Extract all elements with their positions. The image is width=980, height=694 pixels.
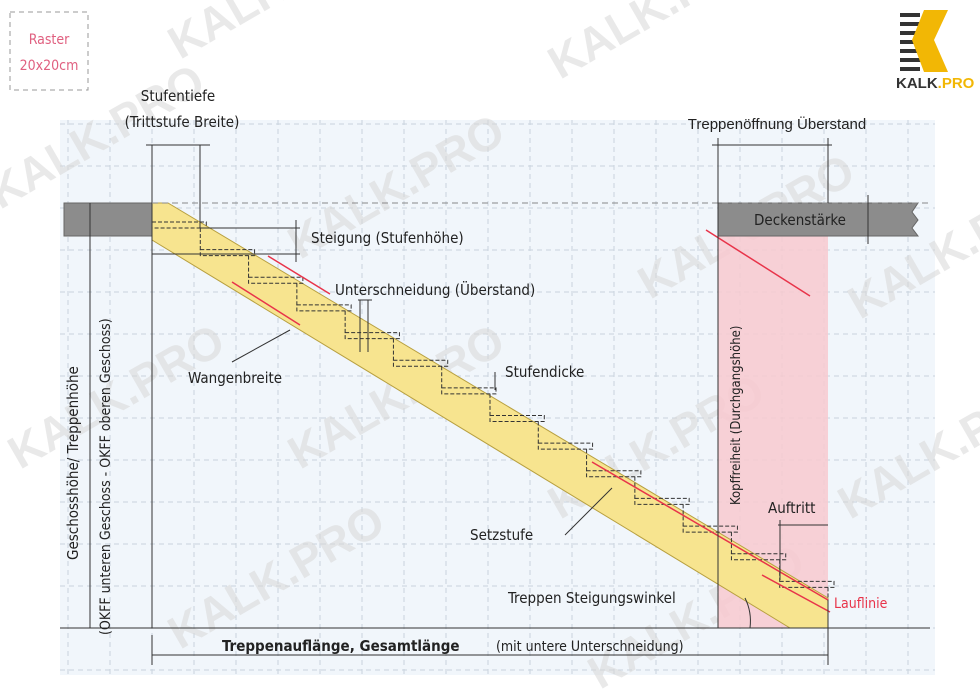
label-kopffreiheit: Kopffreiheit (Durchgangshöhe) [729, 326, 744, 505]
raster-size: 20x20cm [20, 58, 79, 74]
tread [634, 497, 690, 505]
tread [248, 276, 304, 284]
raster-box [9, 11, 89, 91]
watermark-text: KALK.PRO [539, 0, 773, 89]
red-lines [231, 229, 831, 613]
tread [199, 249, 256, 257]
tread [344, 332, 400, 340]
label-wangenbreite: Wangenbreite [188, 369, 282, 387]
tread [296, 304, 352, 312]
label-geschosshoehe: Geschosshöhe/ Treppenhöhe [64, 366, 82, 560]
label-setzstufe: Setzstufe [470, 526, 533, 544]
label-trittstufe-breite: (Trittstufe Breite) [125, 113, 240, 131]
tread [441, 387, 497, 395]
label-unterschneidung: Unterschneidung (Überstand) [335, 280, 535, 299]
tread [682, 525, 738, 533]
tread [392, 359, 449, 367]
tread [489, 415, 545, 422]
label-treppenoeffnung: Treppenöffnung Überstand [688, 115, 866, 133]
label-stufentiefe: Stufentiefe [141, 87, 215, 105]
dimension-lines [89, 138, 869, 665]
tread [537, 442, 594, 450]
label-okff: (OKFF unteren Geschoss - OKFF oberen Ges… [98, 318, 114, 635]
tread [586, 470, 642, 478]
logo-k-icon [912, 10, 948, 72]
label-gesamtlaenge: Treppenauflänge, Gesamtlänge [222, 637, 460, 655]
label-gesamtlaenge-note: (mit untere Unterschneidung) [496, 639, 684, 655]
lower-floor-slab [63, 202, 153, 237]
watermark-text: KALK.PRO [159, 0, 393, 69]
raster-label: Raster [29, 32, 70, 48]
logo-bars-icon [900, 13, 924, 71]
label-lauflinie: Lauflinie [834, 596, 888, 612]
label-auftritt: Auftritt [768, 499, 815, 517]
label-stufendicke: Stufendicke [505, 363, 584, 381]
label-steigung: Steigung (Stufenhöhe) [311, 229, 464, 247]
label-steigungswinkel: Treppen Steigungswinkel [507, 589, 676, 607]
logo-text: KALK.PRO [896, 75, 975, 92]
label-deckenstaerke: Deckenstärke [754, 211, 846, 229]
kalk-pro-logo: KALK.PRO [896, 10, 975, 92]
